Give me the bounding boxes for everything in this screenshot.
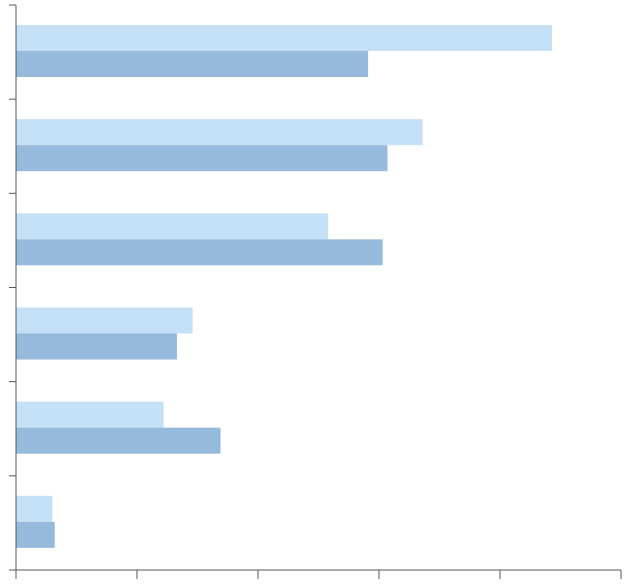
bar-series-2-category-3 xyxy=(16,239,383,266)
bar-series-2-category-4 xyxy=(16,333,177,360)
bar-series-1-category-5 xyxy=(16,401,164,428)
bar-series-1-category-2 xyxy=(16,119,423,146)
bar-series-1-category-3 xyxy=(16,213,329,240)
bars-group xyxy=(16,25,553,548)
bar-series-2-category-6 xyxy=(16,521,55,548)
bar-series-1-category-4 xyxy=(16,307,193,334)
bar-series-1-category-6 xyxy=(16,495,53,522)
bar-series-2-category-1 xyxy=(16,51,369,77)
bar-series-2-category-5 xyxy=(16,427,221,454)
bar-series-1-category-1 xyxy=(16,25,553,51)
bar-series-2-category-2 xyxy=(16,145,388,172)
axes-group xyxy=(9,4,622,579)
